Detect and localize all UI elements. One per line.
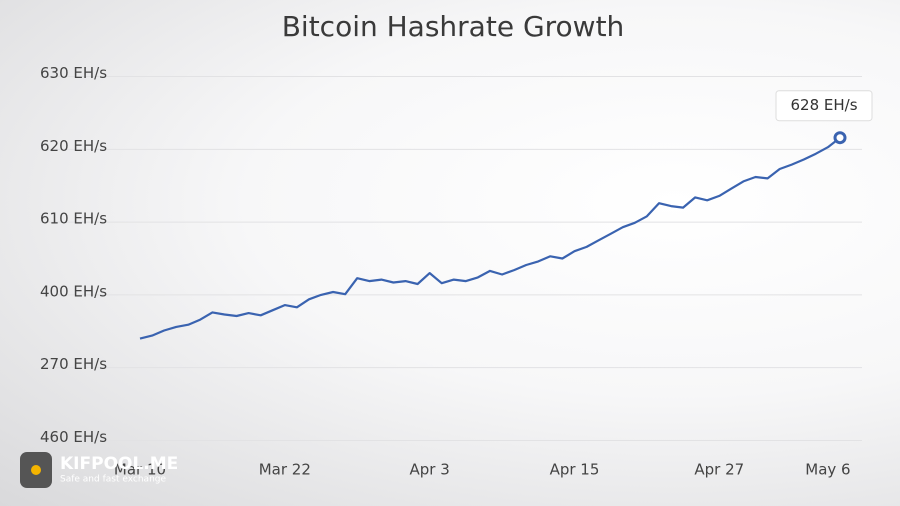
x-tick-label: Mar 22	[259, 461, 311, 479]
watermark: KIFPOOL.ME Safe and fast exchange	[20, 452, 178, 488]
x-tick-label: Apr 3	[410, 461, 450, 479]
watermark-brand: KIFPOOL.ME	[60, 454, 178, 474]
chart-title: Bitcoin Hashrate Growth	[282, 10, 625, 43]
x-tick-label: May 6	[805, 461, 850, 479]
end-marker	[833, 131, 847, 145]
y-tick-label: 400 EH/s	[40, 282, 107, 300]
logo-dot	[31, 465, 41, 475]
x-tick-label: Apr 27	[694, 461, 744, 479]
y-tick-label: 630 EH/s	[40, 64, 107, 82]
y-tick-label: 610 EH/s	[40, 210, 107, 228]
annotation: 628 EH/s	[790, 96, 857, 114]
y-tick-label: 270 EH/s	[40, 355, 107, 373]
watermark-tagline: Safe and fast exchange	[60, 475, 166, 485]
x-tick-label: Mar 10	[114, 461, 166, 479]
y-tick-label: 460 EH/s	[40, 428, 107, 446]
y-tick-label: 620 EH/s	[40, 137, 107, 155]
x-tick-label: Apr 15	[550, 461, 600, 479]
line	[139, 136, 841, 340]
annotation-box	[775, 90, 873, 122]
